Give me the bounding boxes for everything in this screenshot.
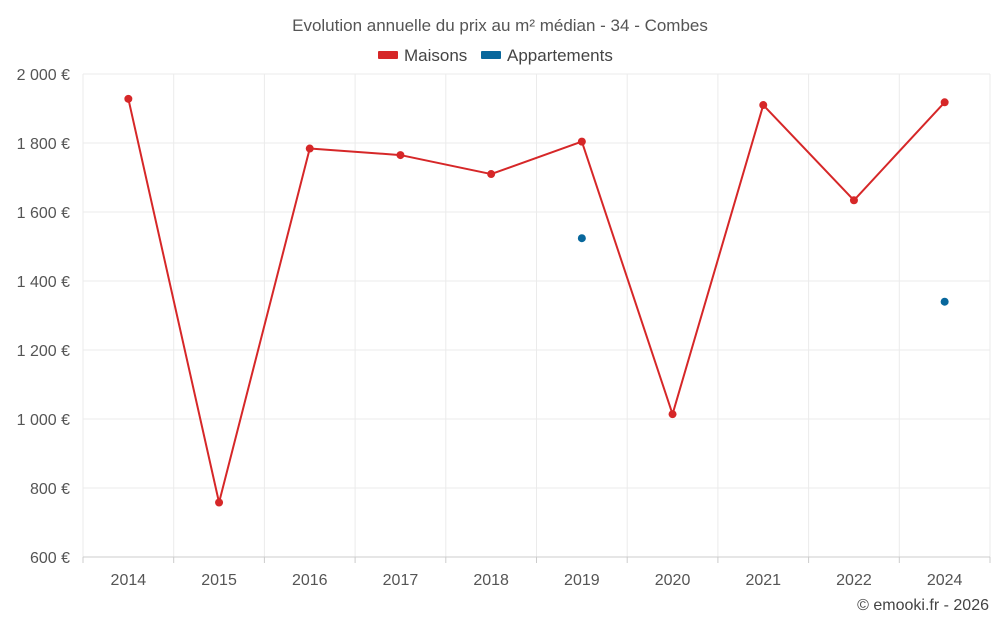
x-tick-label: 2019 bbox=[564, 572, 600, 589]
y-tick-label: 600 € bbox=[30, 550, 70, 567]
y-tick-label: 2 000 € bbox=[17, 67, 70, 84]
legend-label-maisons[interactable]: Maisons bbox=[404, 46, 467, 65]
x-tick-label: 2024 bbox=[927, 572, 963, 589]
y-tick-label: 1 800 € bbox=[17, 136, 70, 153]
y-tick-label: 1 400 € bbox=[17, 274, 70, 291]
data-point-appartements[interactable] bbox=[577, 234, 586, 243]
x-tick-label: 2017 bbox=[383, 572, 419, 589]
x-axis-tick-labels: 2014 2015 2016 2017 2018 2019 2020 2021 2022 2024 bbox=[111, 572, 963, 589]
data-point-maisons[interactable] bbox=[215, 498, 224, 507]
y-tick-label: 1 600 € bbox=[17, 205, 70, 222]
x-tick-label: 2015 bbox=[201, 572, 237, 589]
grid-lines bbox=[82, 73, 991, 557]
data-point-appartements[interactable] bbox=[940, 297, 949, 306]
legend-swatch-maisons bbox=[378, 51, 398, 59]
series-layer bbox=[124, 94, 949, 507]
data-point-maisons[interactable] bbox=[759, 101, 768, 110]
chart-credit: © emooki.fr - 2026 bbox=[857, 597, 989, 614]
chart-legend: Maisons Appartements bbox=[378, 46, 613, 65]
legend-swatch-appartements bbox=[481, 51, 501, 59]
x-tick-label: 2021 bbox=[745, 572, 781, 589]
legend-label-appartements[interactable]: Appartements bbox=[507, 46, 613, 65]
series-line-maisons bbox=[127, 98, 946, 504]
x-tick-label: 2018 bbox=[473, 572, 509, 589]
x-tick-label: 2014 bbox=[111, 572, 147, 589]
data-point-maisons[interactable] bbox=[668, 410, 677, 419]
x-tick-label: 2020 bbox=[655, 572, 691, 589]
y-tick-label: 1 200 € bbox=[17, 343, 70, 360]
data-point-maisons[interactable] bbox=[940, 98, 949, 107]
x-tick-label: 2016 bbox=[292, 572, 328, 589]
chart-title: Evolution annuelle du prix au m² médian … bbox=[292, 16, 708, 35]
y-tick-label: 1 000 € bbox=[17, 412, 70, 429]
data-point-maisons[interactable] bbox=[487, 170, 496, 179]
data-point-maisons[interactable] bbox=[849, 196, 858, 205]
axes bbox=[82, 556, 991, 563]
data-point-maisons[interactable] bbox=[577, 137, 586, 146]
y-tick-label: 800 € bbox=[30, 481, 70, 498]
data-point-maisons[interactable] bbox=[305, 144, 314, 153]
data-point-maisons[interactable] bbox=[124, 94, 133, 103]
x-tick-label: 2022 bbox=[836, 572, 872, 589]
data-point-maisons[interactable] bbox=[396, 151, 405, 160]
y-axis-tick-labels: 600 € 800 € 1 000 € 1 200 € 1 400 € 1 600 € 1 … bbox=[17, 67, 70, 567]
